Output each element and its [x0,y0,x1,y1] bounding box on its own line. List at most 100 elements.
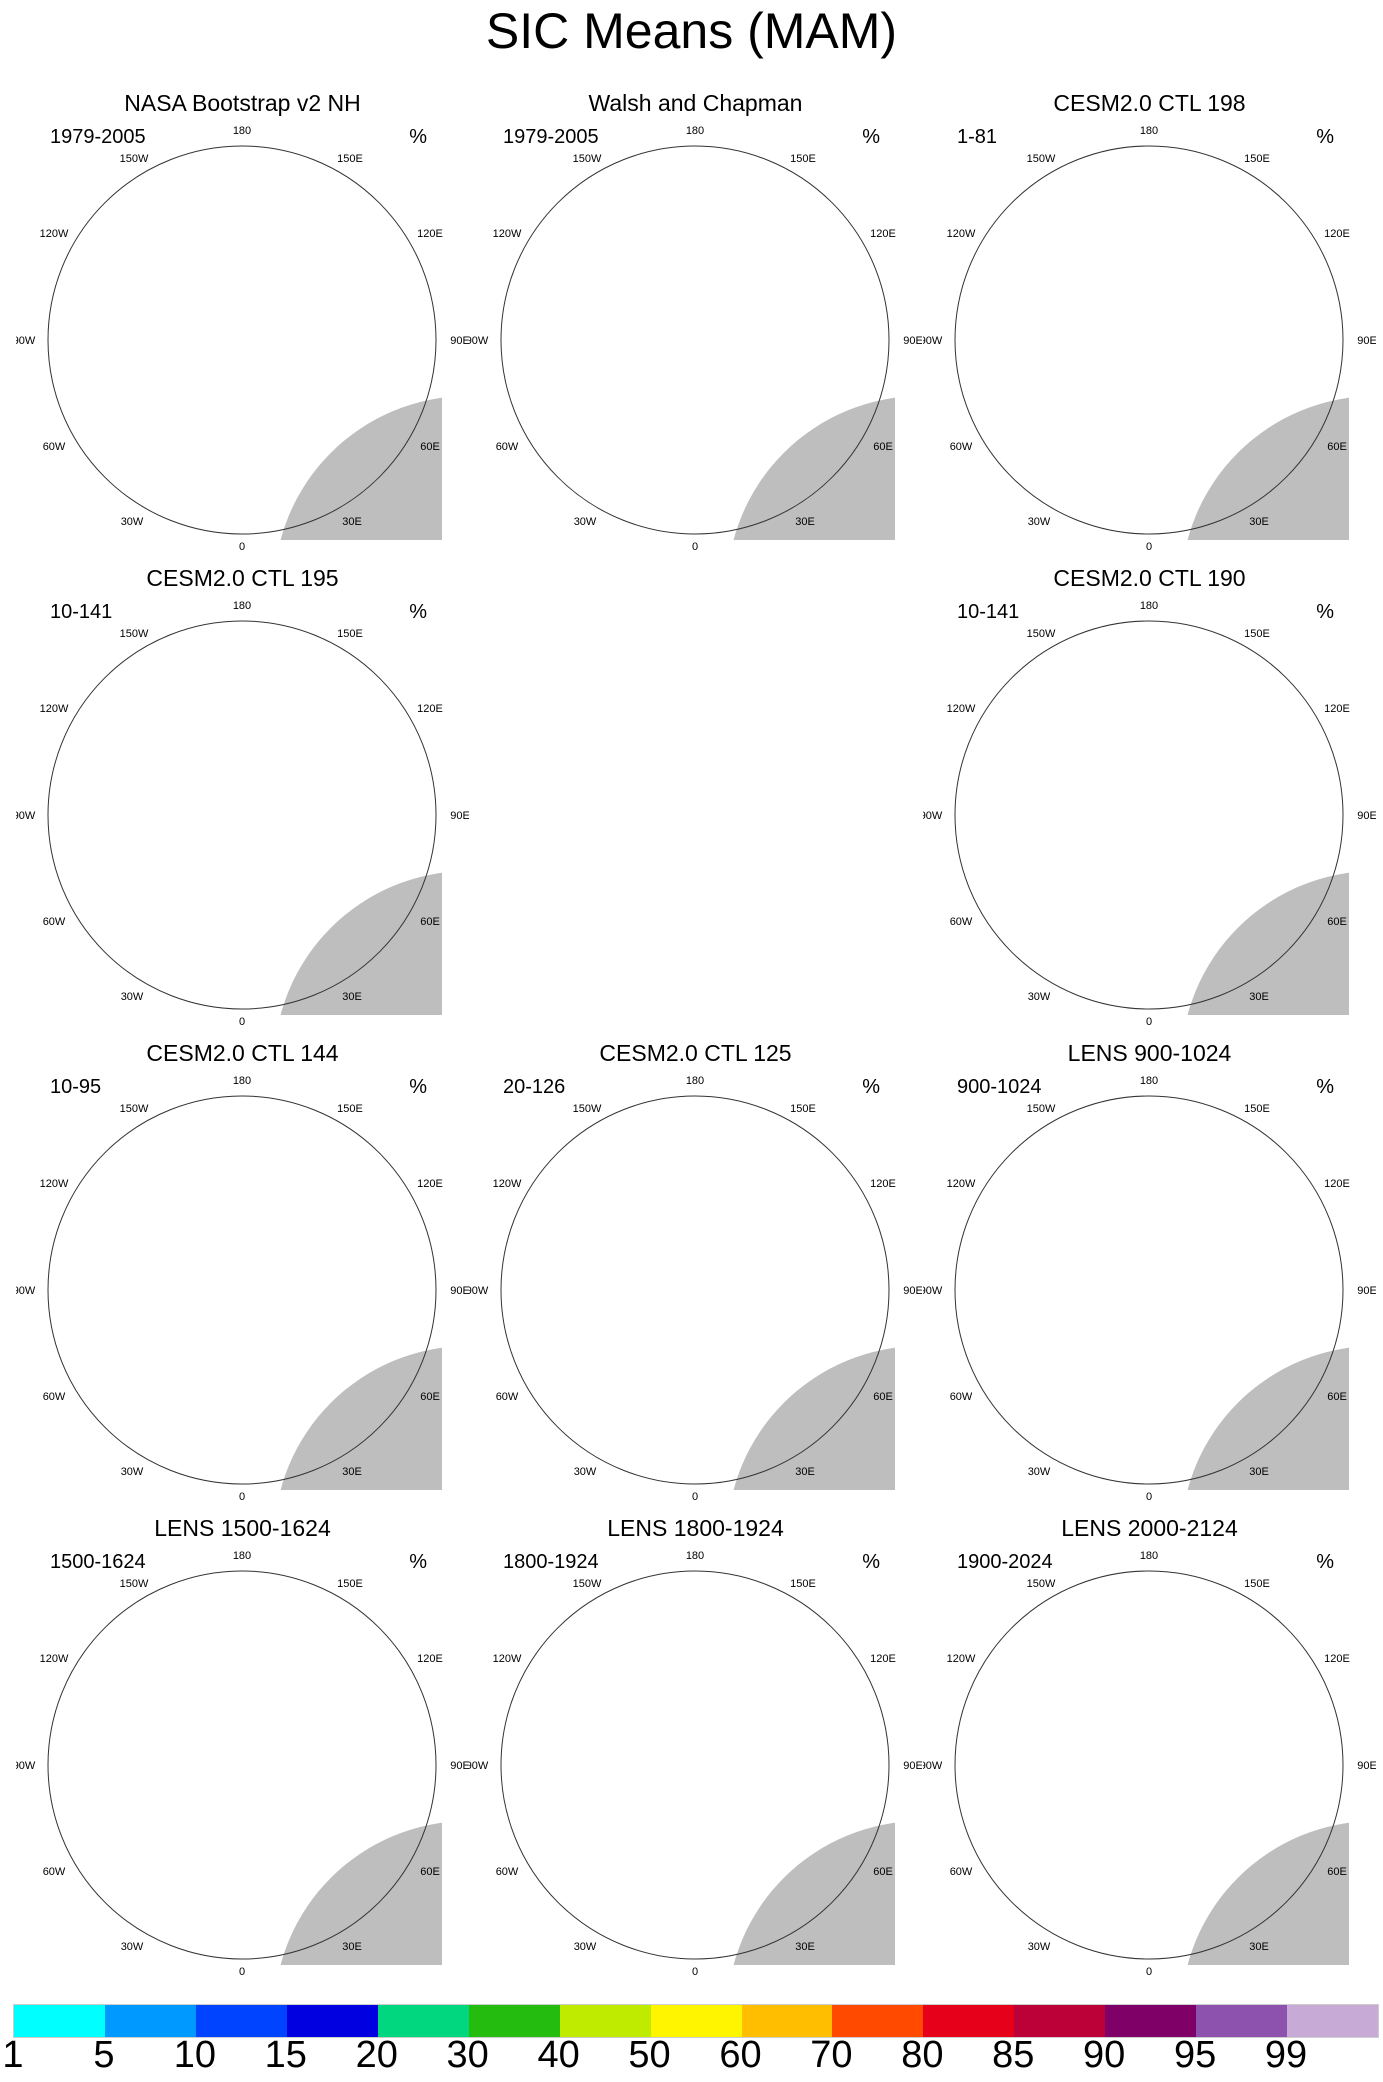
longitude-label: 120E [417,1653,443,1665]
colorbar-swatch [286,2005,378,2037]
sea-ice-99-plus [1084,255,1224,375]
pacific-ice-band [1109,208,1189,223]
okhotsk-ice-band [1223,666,1257,715]
greenland [610,1328,690,1385]
pacific-ice-band [1109,705,1189,720]
okhotsk-ice-band [312,665,352,715]
longitude-label: 60E [1327,1391,1347,1403]
pacific-ice-band [655,1637,735,1652]
colorbar-swatch [14,2005,105,2037]
polar-map: 180 150W 150E 120W 120E 90W 90E 60W 60E 30W 30E 0 [923,125,1376,553]
okhotsk-ice-band [1221,1141,1258,1190]
sea-ice-99-plus [1132,776,1176,804]
longitude-label: 120E [417,228,443,240]
longitude-label: 60W [950,1391,973,1403]
okhotsk-ice-band [314,191,351,240]
ice-edge-band [274,396,333,440]
panel-period: 900-1024 [957,1076,1042,1098]
ice-edge-band [274,1821,333,1874]
greenland [157,378,237,435]
longitude-label: 0 [692,1491,698,1503]
okhotsk-ice-band [1226,1143,1254,1190]
longitude-label: 0 [239,541,245,553]
longitude-label: 60W [950,916,973,928]
pacific-ice-band [202,216,282,231]
longitude-label: 0 [1146,1966,1152,1978]
sea-ice-99-plus [678,1251,722,1279]
okhotsk-ice-band [317,1142,348,1190]
longitude-label: 30W [121,1941,144,1953]
pacific-ice-band [655,1651,735,1666]
colorbar-swatch [832,2005,924,2037]
pacific-ice-band [655,208,735,223]
hudson-bay-ice [999,346,1050,376]
map-boundary [500,145,890,535]
hudson-bay-ice [545,1771,596,1801]
longitude-label: 120E [1324,703,1350,715]
pacific-ice-band [202,694,282,709]
ice-edge-band [1181,1821,1240,1871]
okhotsk-ice-band [1230,1144,1253,1190]
longitude-label: 90W [469,335,489,347]
map-boundary [954,620,1344,1010]
polar-map: 180 150W 150E 120W 120E 90W 90E 60W 60E 30W 30E 0 [16,1550,469,1978]
longitude-label: 120E [870,1653,896,1665]
pacific-ice-band [1109,1641,1189,1656]
ice-edge-band [274,396,333,443]
ice-edge-band [274,1346,333,1390]
pacific-ice-band [202,226,282,241]
land [1181,396,1349,540]
okhotsk-ice-band [1224,667,1255,715]
longitude-label: 60W [950,1866,973,1878]
longitude-label: 60W [496,1866,519,1878]
colorbar-tick-label: 85 [992,2034,1035,2076]
pacific-ice-band [1109,230,1189,245]
longitude-label: 30W [1028,516,1051,528]
longitude-label: 120W [493,228,522,240]
pacific-ice-band [1109,1180,1189,1195]
ice-edge-band [1181,871,1240,918]
sea-ice-99-plus [655,1708,745,1772]
okhotsk-ice-band [323,1619,346,1665]
longitude-label: 90E [450,1285,469,1297]
okhotsk-ice-band [317,1617,348,1665]
longitude-label: 90W [923,1760,943,1772]
panel-title: Walsh and Chapman [588,90,803,116]
longitude-label: 0 [1146,1016,1152,1028]
hudson-bay-ice [999,1296,1050,1326]
sea-ice-99-plus [202,1708,292,1772]
colorbar-swatch [741,2005,833,2037]
land [274,1821,442,1965]
polar-map: 180 150W 150E 120W 120E 90W 90E 60W 60E 30W 30E 0 [16,125,469,553]
pacific-ice-band [202,1651,282,1666]
okhotsk-ice-band [314,1616,351,1665]
sea-ice-95-99 [161,1204,337,1346]
okhotsk-ice-band [1219,665,1259,715]
okhotsk-ice-band [312,1140,352,1190]
okhotsk-ice-band [767,1616,804,1665]
pacific-ice-band [1109,698,1189,713]
longitude-label: 180 [233,1075,251,1087]
ice-edge-band [727,396,786,436]
pacific-ocean [949,615,1349,710]
longitude-label: 90E [1357,1760,1376,1772]
pole-hole [232,330,252,350]
longitude-label: 150W [120,1103,149,1115]
hudson-bay-ice [92,346,143,376]
pacific-ice-band [202,223,282,238]
longitude-label: 60W [43,916,66,928]
okhotsk-ice-band [312,1615,352,1665]
panel-unit: % [1316,126,1334,148]
longitude-label: 120E [870,228,896,240]
okhotsk-ice-band [765,1140,805,1190]
pacific-ice-band [1109,216,1189,231]
longitude-label: 90E [903,1285,922,1297]
polar-map: 180 150W 150E 120W 120E 90W 90E 60W 60E 30W 30E 0 [16,1075,469,1503]
pacific-ice-band [202,1648,282,1663]
map-boundary [47,145,437,535]
longitude-label: 180 [233,1550,251,1562]
okhotsk-ice-band [769,1616,803,1665]
ice-edge-band [727,1821,786,1871]
longitude-label: 120E [1324,1178,1350,1190]
pacific-ice-band [1109,1162,1189,1177]
